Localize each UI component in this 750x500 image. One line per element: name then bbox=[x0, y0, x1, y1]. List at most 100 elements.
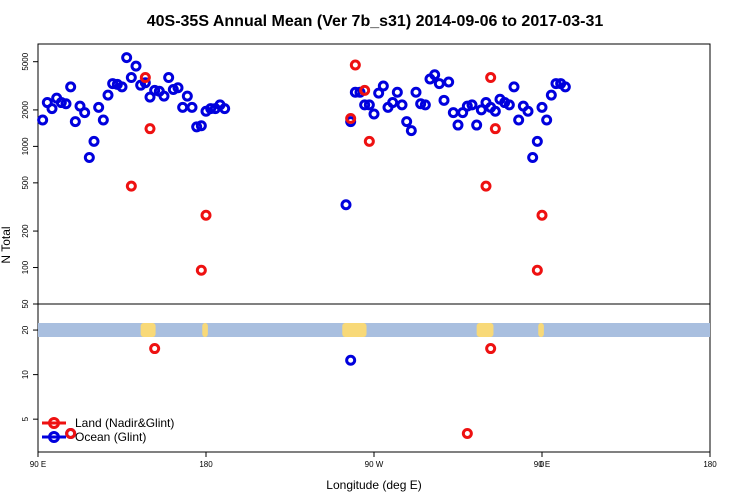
ocean-point bbox=[46, 103, 58, 115]
y-tick-label: 50 bbox=[21, 299, 30, 308]
ocean-point bbox=[410, 86, 422, 98]
ocean-point bbox=[149, 84, 161, 96]
land-patch bbox=[342, 323, 367, 337]
land-point bbox=[485, 343, 497, 355]
x-tick-label: 180 bbox=[199, 460, 213, 469]
land-patch bbox=[140, 323, 156, 337]
land-patch bbox=[476, 323, 494, 337]
x-tick-label: 0 bbox=[540, 460, 545, 469]
legend-label-land: Land (Nadir&Glint) bbox=[75, 416, 174, 430]
ocean-point bbox=[93, 101, 105, 113]
ocean-point bbox=[172, 82, 184, 94]
ocean-point bbox=[88, 135, 100, 147]
y-tick-label: 200 bbox=[21, 224, 30, 238]
ocean-point bbox=[377, 80, 389, 92]
ocean-point bbox=[37, 114, 49, 126]
legend-marker-ocean bbox=[48, 431, 60, 443]
x-tick-label: 90 W bbox=[365, 460, 384, 469]
ocean-point bbox=[349, 86, 361, 98]
ocean-point bbox=[550, 78, 562, 90]
ocean-point bbox=[65, 81, 77, 93]
ocean-point bbox=[191, 121, 203, 133]
y-tick-label: 2000 bbox=[21, 100, 30, 118]
land-point bbox=[139, 72, 151, 84]
ocean-point bbox=[102, 89, 114, 101]
ocean-point bbox=[513, 114, 525, 126]
ocean-point bbox=[373, 87, 385, 99]
ocean-point bbox=[401, 116, 413, 128]
ocean-point bbox=[475, 104, 487, 116]
ocean-point bbox=[419, 99, 431, 111]
ocean-point bbox=[205, 103, 217, 115]
ocean-point bbox=[443, 76, 455, 88]
y-axis-upper: 50 100 200 500 1000 2000 5000 bbox=[21, 52, 38, 308]
legend-label-ocean: Ocean (Glint) bbox=[75, 430, 146, 444]
land-point bbox=[345, 112, 357, 124]
ocean-point bbox=[471, 119, 483, 131]
ocean-point bbox=[438, 94, 450, 106]
x-tick-label: 180 bbox=[703, 460, 717, 469]
ocean-point bbox=[219, 103, 231, 115]
land-point bbox=[125, 180, 137, 192]
land-point bbox=[195, 264, 207, 276]
land-point bbox=[461, 428, 473, 440]
y-tick-label: 5000 bbox=[21, 52, 30, 70]
ocean-point bbox=[116, 81, 128, 93]
data-points bbox=[37, 52, 571, 440]
ocean-point bbox=[97, 114, 109, 126]
ocean-point bbox=[559, 81, 571, 93]
ocean-point bbox=[139, 77, 151, 89]
ocean-point bbox=[79, 107, 91, 119]
ocean-point bbox=[522, 105, 534, 117]
x-tick-label: 90 E bbox=[534, 460, 550, 469]
chart-title: 40S-35S Annual Mean (Ver 7b_s31) 2014-09… bbox=[147, 13, 604, 30]
ocean-point bbox=[60, 98, 72, 110]
ocean-point bbox=[508, 81, 520, 93]
ocean-point bbox=[527, 151, 539, 163]
land-point bbox=[144, 123, 156, 135]
ocean-point bbox=[541, 114, 553, 126]
land-point bbox=[349, 59, 361, 71]
ocean-point bbox=[195, 120, 207, 132]
x-tick-label: 90 E bbox=[30, 460, 46, 469]
ocean-point bbox=[489, 105, 501, 117]
ocean-point bbox=[130, 60, 142, 72]
ocean-point bbox=[83, 151, 95, 163]
y-tick-label: 10 bbox=[21, 370, 30, 379]
land-point bbox=[531, 264, 543, 276]
land-point bbox=[489, 123, 501, 135]
land-patches bbox=[140, 323, 544, 337]
ocean-point bbox=[466, 99, 478, 111]
ocean-point bbox=[545, 89, 557, 101]
land-point bbox=[149, 343, 161, 355]
ocean-point bbox=[503, 99, 515, 111]
ocean-point bbox=[345, 354, 357, 366]
land-point bbox=[363, 135, 375, 147]
land-point bbox=[65, 428, 77, 440]
ocean-point bbox=[107, 78, 119, 90]
ocean-point bbox=[387, 97, 399, 109]
land-point bbox=[485, 72, 497, 84]
land-patch bbox=[202, 323, 208, 337]
y-axis-lower: 5 10 20 bbox=[21, 325, 38, 421]
ocean-point bbox=[158, 90, 170, 102]
ocean-point bbox=[69, 116, 81, 128]
land-strip bbox=[38, 323, 710, 337]
y-tick-label: 1000 bbox=[21, 137, 30, 155]
ocean-point bbox=[452, 119, 464, 131]
x-axis: 90 E 180 90 W 090 E 180 bbox=[30, 452, 717, 469]
ocean-point bbox=[340, 199, 352, 211]
y-tick-label: 20 bbox=[21, 325, 30, 334]
x-axis-label: Longitude (deg E) bbox=[326, 478, 421, 492]
y-tick-label: 5 bbox=[21, 416, 30, 421]
land-point bbox=[536, 209, 548, 221]
ocean-point bbox=[368, 108, 380, 120]
land-point bbox=[200, 209, 212, 221]
ocean-point bbox=[186, 101, 198, 113]
ocean-point bbox=[396, 99, 408, 111]
ocean-point bbox=[405, 125, 417, 137]
y-axis-label: N Total bbox=[0, 226, 13, 263]
ocean-point bbox=[125, 72, 137, 84]
land-patch bbox=[538, 323, 544, 337]
